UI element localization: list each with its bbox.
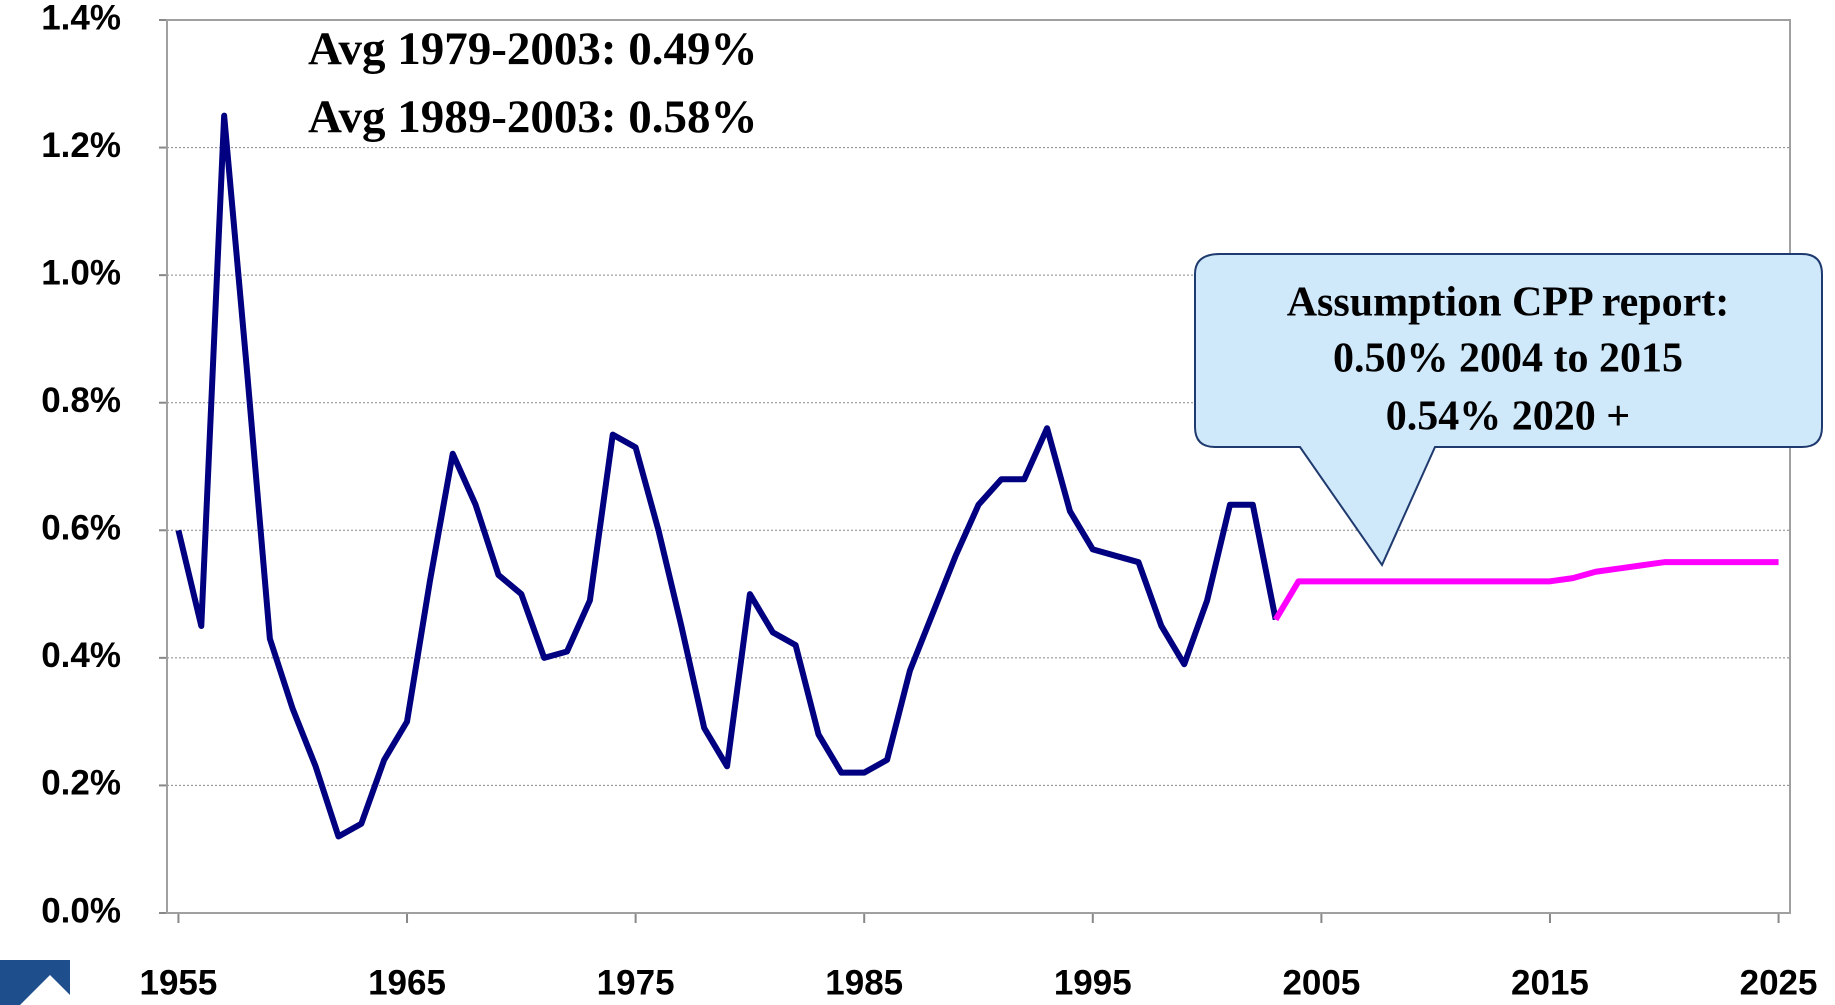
y-tick-label: 1.4% [41,0,121,37]
marks [175,112,1779,840]
plot-frame [166,19,1791,914]
x-tick-label: 2005 [1282,963,1360,1002]
series-line [1273,559,1779,622]
y-tick-label: 0.4% [41,636,121,675]
callout-text: Assumption CPP report: [1287,280,1730,326]
logo-mark [20,975,80,1005]
grid [159,19,1790,923]
x-tick-label: 2015 [1511,963,1589,1002]
x-tick-label: 2025 [1740,963,1818,1002]
y-tick-label: 0.8% [41,381,121,420]
annotation: Avg 1979-2003: 0.49% [308,23,758,75]
x-tick-label: 1955 [139,963,217,1002]
callout-text: 0.54% 2020 + [1386,394,1630,440]
x-tick-label: 1995 [1054,963,1132,1002]
y-tick-label: 1.2% [41,126,121,165]
x-tick-label: 1975 [597,963,675,1002]
x-tick-label: 1985 [825,963,903,1002]
y-tick-label: 1.0% [41,253,121,292]
series-line [175,112,1279,840]
y-tick-label: 0.2% [41,764,121,803]
y-tick-label: 0.6% [41,509,121,548]
callout-box [1194,253,1823,568]
annotation: Avg 1989-2003: 0.58% [308,91,758,143]
callout-text: 0.50% 2004 to 2015 [1333,336,1683,382]
y-tick-label: 0.0% [41,891,121,930]
x-tick-label: 1965 [368,963,446,1002]
